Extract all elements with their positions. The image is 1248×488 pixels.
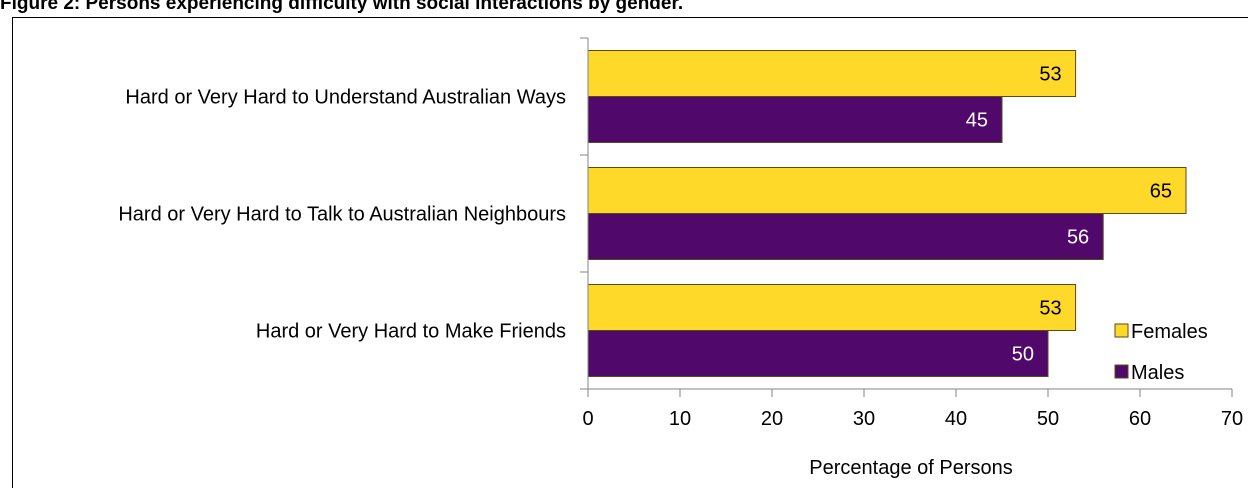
bar-males-1 [587,213,1104,260]
data-label-females-2: 53 [1039,298,1061,320]
bar-females-1 [587,167,1187,214]
chart-frame [12,17,1248,488]
bar-males-2 [587,330,1049,377]
category-label-2: Hard or Very Hard to Make Friends [256,321,566,343]
x-tick-label-4: 40 [945,408,967,430]
legend-swatch-males [1114,364,1129,379]
legend: Females Males [1114,321,1208,384]
x-tick-label-5: 50 [1037,408,1059,430]
data-label-females-0: 53 [1039,64,1061,86]
legend-label-females: Females [1131,321,1208,343]
figure-title: Figure 2: Persons experiencing difficult… [0,0,684,14]
category-label-1: Hard or Very Hard to Talk to Australian … [118,204,566,226]
bars-layer: 53 45 65 56 53 50 [587,50,1187,377]
x-axis-title: Percentage of Persons [809,457,1012,479]
bar-males-0 [587,96,1003,143]
data-label-males-0: 45 [966,110,988,132]
x-tick-label-7: 70 [1221,408,1243,430]
category-label-0: Hard or Very Hard to Understand Australi… [125,87,566,109]
x-tick-label-0: 0 [582,408,593,430]
data-label-males-2: 50 [1012,344,1034,366]
x-tick-label-1: 10 [669,408,691,430]
data-label-males-1: 56 [1067,227,1089,249]
data-label-females-1: 65 [1150,181,1172,203]
x-tick-label-3: 30 [853,408,875,430]
legend-swatch-females [1114,323,1129,338]
bar-females-2 [587,284,1077,331]
bar-females-0 [587,50,1077,97]
axis-layer: Hard or Very Hard to Understand Australi… [118,37,1243,430]
legend-label-males: Males [1131,362,1184,384]
x-tick-label-6: 60 [1129,408,1151,430]
x-tick-label-2: 20 [761,408,783,430]
